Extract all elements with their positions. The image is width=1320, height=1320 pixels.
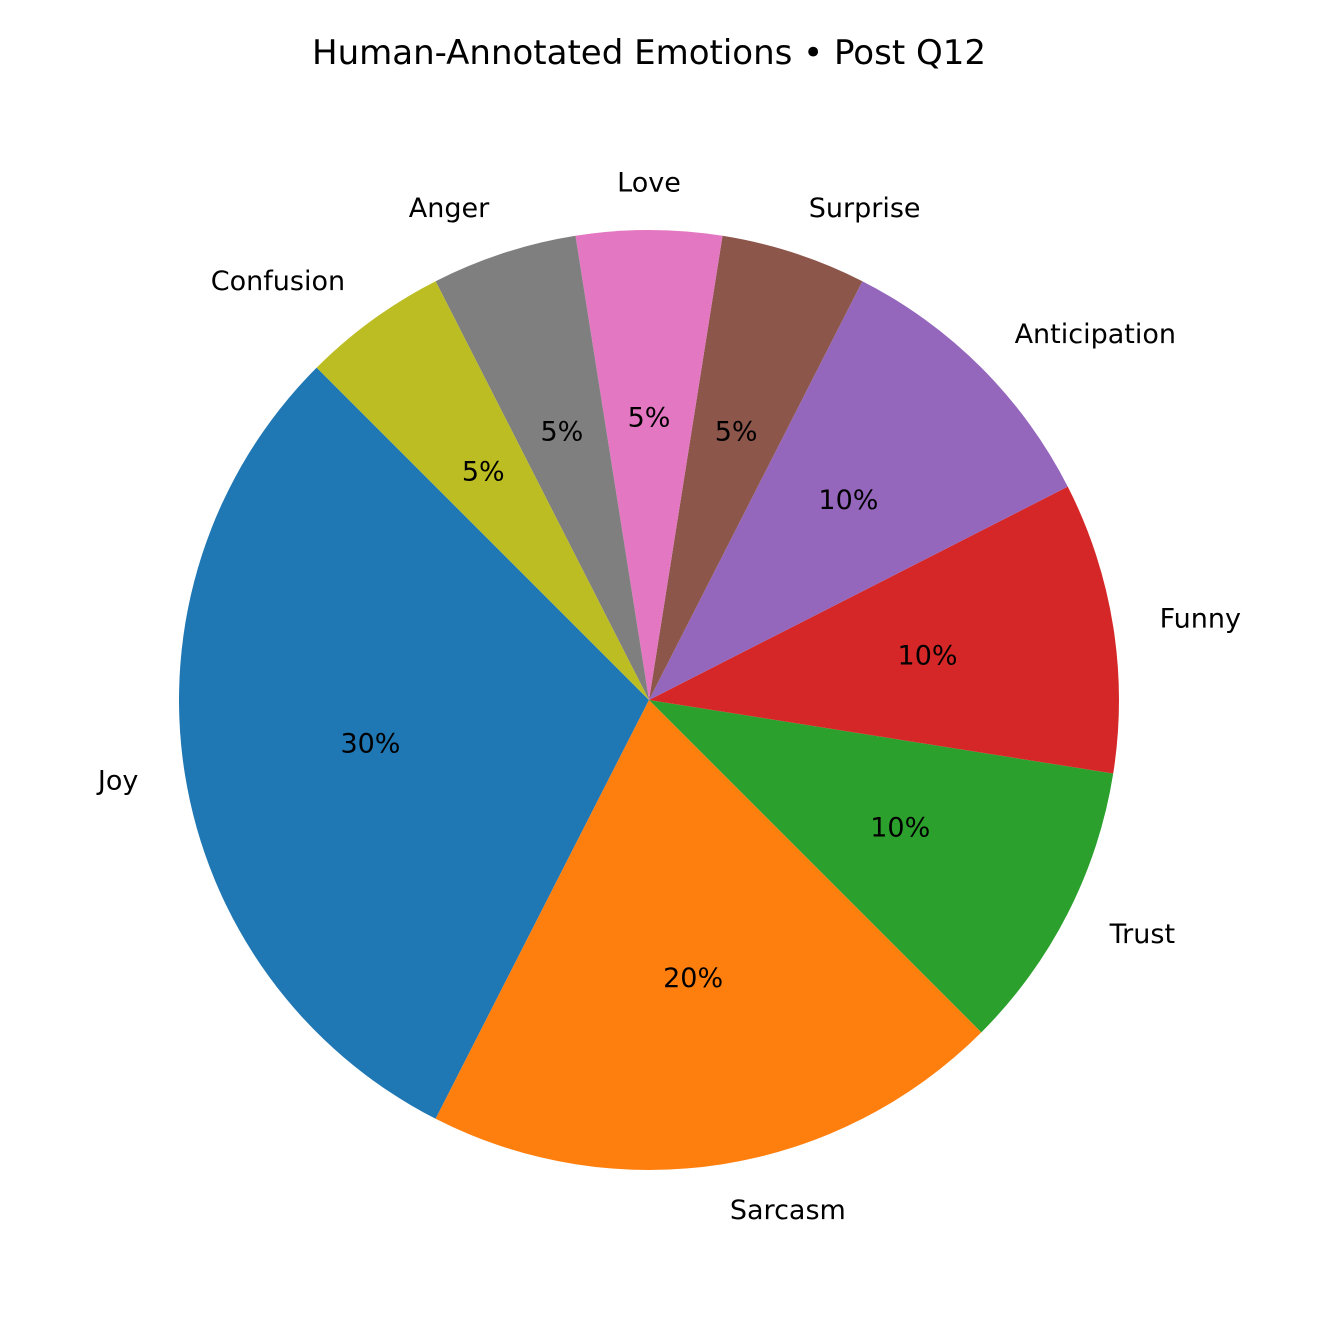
pct-label-anticipation: 10% — [818, 485, 878, 516]
pct-label-sarcasm: 20% — [663, 963, 723, 994]
pie-slices — [179, 230, 1119, 1170]
pie-slice-surprise — [649, 235, 863, 701]
pie-slice-joy — [179, 367, 649, 1119]
pct-label-funny: 10% — [898, 640, 958, 671]
slice-label-joy: Joy — [96, 765, 138, 796]
pie-slice-sarcasm — [435, 700, 982, 1170]
slice-label-sarcasm: Sarcasm — [730, 1195, 846, 1226]
slice-label-funny: Funny — [1160, 604, 1241, 635]
pct-label-love: 5% — [628, 403, 671, 434]
pie-slice-anger — [435, 235, 649, 701]
slice-label-anger: Anger — [409, 193, 490, 224]
slice-labels: Joy Sarcasm Trust Funny Anticipation Surprise… — [96, 168, 1241, 1227]
pct-label-surprise: 5% — [715, 416, 758, 447]
percentage-labels: 30% 20% 10% 10% 10% 5% 5% 5% 5% — [340, 403, 957, 995]
pie-slice-love — [575, 230, 723, 700]
slice-label-trust: Trust — [1109, 919, 1175, 950]
slice-label-surprise: Surprise — [809, 193, 921, 224]
pct-label-anger: 5% — [540, 416, 583, 447]
pct-label-trust: 10% — [870, 813, 930, 844]
slice-label-anticipation: Anticipation — [1015, 319, 1176, 350]
pct-label-joy: 30% — [340, 729, 400, 760]
pie-slice-funny — [649, 486, 1119, 774]
slice-label-confusion: Confusion — [211, 266, 345, 297]
pct-label-confusion: 5% — [462, 456, 505, 487]
chart-title: Human-Annotated Emotions • Post Q12 — [312, 33, 986, 73]
pie-slice-confusion — [316, 281, 649, 700]
pie-slice-anticipation — [649, 281, 1068, 700]
slice-label-love: Love — [617, 168, 681, 199]
pie-slice-trust — [649, 700, 1114, 1033]
